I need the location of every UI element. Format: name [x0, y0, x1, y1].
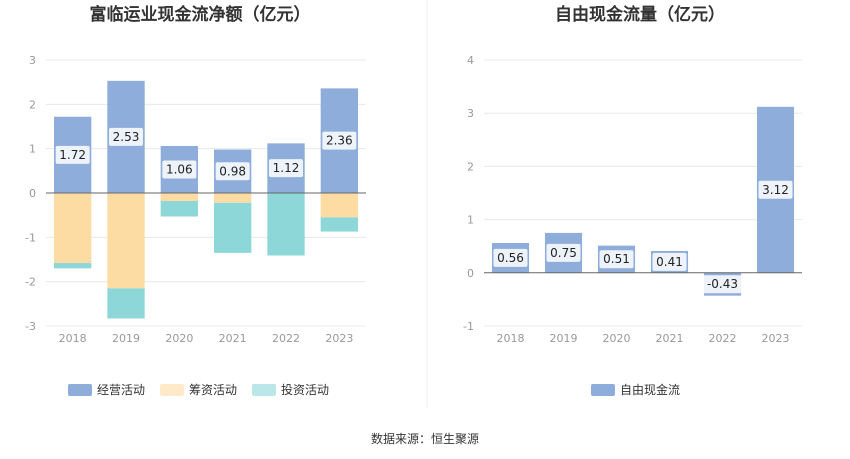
cashflow-bar-2-2020: [160, 193, 198, 201]
fcf-data-label: -0.43: [707, 277, 738, 291]
fcf-ytick-label: 4: [467, 54, 474, 67]
cashflow-data-label-bg: [215, 162, 250, 181]
fcf-ytick-label: 1: [467, 214, 474, 227]
cashflow-bar-3-2022: [267, 193, 305, 256]
cashflow-bar-2-2018: [54, 193, 92, 264]
cashflow-data-label-bg: [109, 127, 143, 146]
source-text: 数据来源：恒生聚源: [371, 431, 479, 446]
cashflow-data-label-bg: [322, 131, 357, 150]
cashflow-legend-label: 筹资活动: [189, 383, 237, 397]
cashflow-ytick-label: 0: [29, 187, 36, 200]
fcf-ytick-label: -1: [463, 320, 474, 333]
cashflow-data-label: 2.53: [113, 130, 140, 144]
fcf-xtick-label: 2022: [709, 332, 737, 345]
fcf-data-label: 0.75: [550, 246, 577, 260]
cashflow-ytick-label: 3: [29, 54, 36, 67]
fcf-data-label-bg: [546, 243, 581, 262]
cashflow-chart: 3 2 1 0 -1 -2 -3 2018 2019 2020 2021 2022 2023 1.72 2.…: [25, 54, 366, 397]
fcf-data-label-bg: [702, 275, 743, 294]
cashflow-data-label-bg: [269, 159, 303, 178]
cashflow-ytick-label: 1: [29, 143, 36, 156]
fcf-legend-label: 自由现金流: [620, 382, 680, 397]
cashflow-ytick-label: -2: [25, 276, 36, 289]
fcf-ytick-label: 0: [467, 267, 474, 280]
cashflow-legend-swatch: [160, 384, 184, 396]
free-cashflow-chart: 4 3 2 1 0 -1 2018 2019 2020 2021 2022 2023 0.56 0.75 0…: [463, 54, 802, 397]
cashflow-xtick-label: 2022: [272, 332, 300, 345]
fcf-legend-swatch: [591, 384, 615, 396]
cashflow-data-label-bg: [162, 160, 197, 179]
cashflow-ytick-label: -3: [25, 320, 36, 333]
cashflow-legend-label: 经营活动: [97, 383, 145, 397]
fcf-data-label-bg: [493, 248, 528, 267]
fcf-data-label: 0.56: [497, 251, 524, 265]
fcf-data-label-bg: [758, 180, 793, 199]
fcf-xtick-label: 2021: [656, 332, 684, 345]
fcf-xtick-label: 2023: [762, 332, 790, 345]
cashflow-xtick-label: 2018: [59, 332, 87, 345]
cashflow-data-label: 1.06: [166, 163, 193, 177]
cashflow-data-label: 1.12: [273, 161, 300, 175]
cashflow-bar-3-2021: [214, 202, 252, 253]
cashflow-xtick-label: 2023: [325, 332, 353, 345]
fcf-ytick-label: 3: [467, 107, 474, 120]
cashflow-legend-label: 投资活动: [281, 382, 329, 397]
cashflow-data-label-bg: [55, 145, 90, 164]
cashflow-bar-3-2020: [160, 200, 198, 217]
fcf-xtick-label: 2018: [497, 332, 525, 345]
cashflow-bar-3-2023: [320, 217, 358, 232]
fcf-data-label-bg: [599, 250, 634, 269]
fcf-xtick-label: 2019: [550, 332, 578, 345]
cashflow-xtick-label: 2020: [165, 332, 193, 345]
fcf-data-label: 3.12: [762, 183, 789, 197]
cashflow-legend-swatch: [252, 384, 276, 396]
cashflow-data-label: 0.98: [219, 164, 246, 178]
cashflow-data-label: 2.36: [326, 134, 353, 148]
cashflow-bar-3-2018: [54, 263, 92, 269]
fcf-data-label: 0.51: [603, 252, 630, 266]
cashflow-ytick-label: -1: [25, 231, 36, 244]
fcf-ytick-label: 2: [467, 160, 474, 173]
chart2-title: 自由现金流量（亿元）: [555, 4, 725, 25]
cashflow-data-label: 1.72: [59, 148, 86, 162]
cashflow-bar-3-2019: [107, 288, 145, 319]
cashflow-bar-2-2023: [320, 193, 358, 218]
cashflow-xtick-label: 2021: [219, 332, 247, 345]
cashflow-bar-2-2019: [107, 193, 145, 289]
cashflow-ytick-label: 2: [29, 98, 36, 111]
cashflow-bar-2-2021: [214, 193, 252, 203]
chart1-title: 富临运业现金流净额（亿元）: [90, 4, 311, 25]
fcf-xtick-label: 2020: [603, 332, 631, 345]
cashflow-legend-swatch: [68, 384, 92, 396]
fcf-data-label-bg: [652, 252, 687, 271]
cashflow-xtick-label: 2019: [112, 332, 140, 345]
fcf-data-label: 0.41: [656, 255, 683, 269]
